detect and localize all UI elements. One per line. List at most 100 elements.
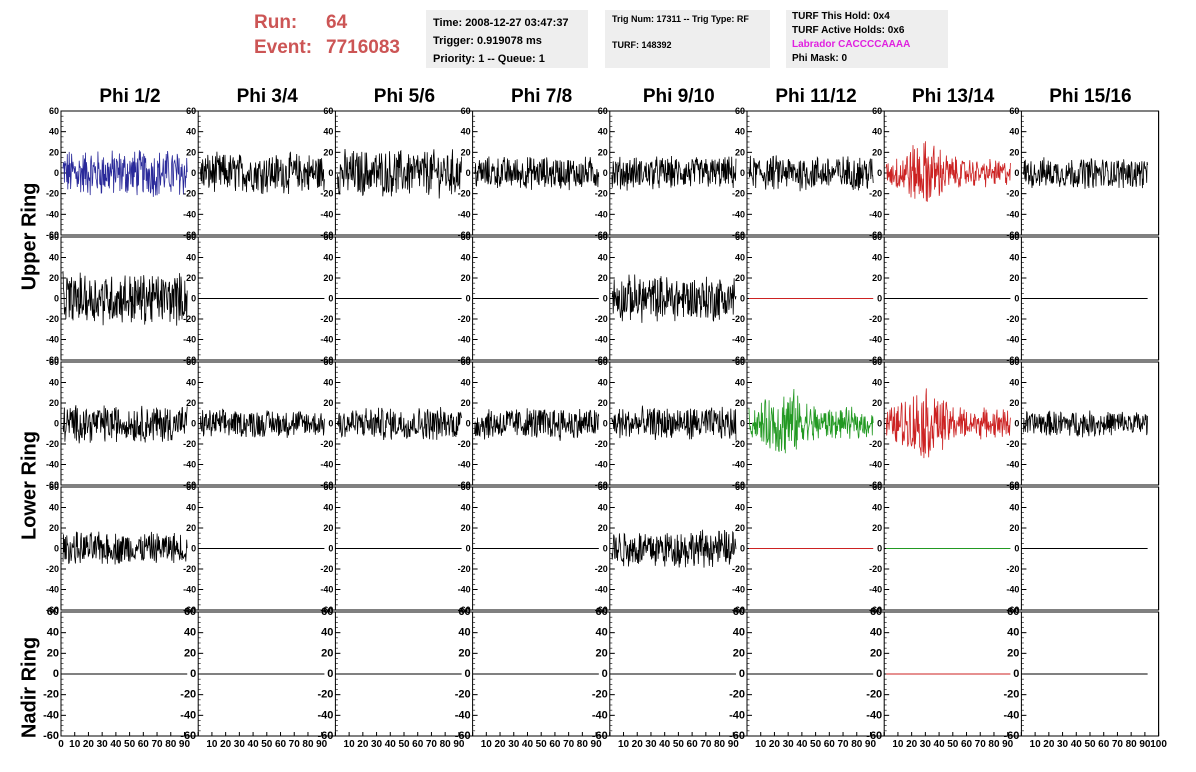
y-tick-label: -60 <box>869 355 882 365</box>
y-tick-label: 0 <box>740 168 745 178</box>
x-tick-label: 50 <box>810 739 822 750</box>
y-tick-label: -60 <box>320 230 333 240</box>
y-tick-label: -40 <box>183 209 196 219</box>
y-tick-label: 40 <box>184 627 196 639</box>
y-tick-label: 60 <box>186 482 196 492</box>
x-tick-label: 60 <box>1098 739 1110 750</box>
x-tick-label: 90 <box>728 739 740 750</box>
y-tick-label: -60 <box>320 605 333 615</box>
y-tick-label: 0 <box>466 294 471 304</box>
y-tick-label: -20 <box>183 314 196 324</box>
y-tick-label: -20 <box>183 189 196 199</box>
y-tick-label: 20 <box>872 273 882 283</box>
y-tick-label: -20 <box>869 439 882 449</box>
y-tick-label: -60 <box>869 230 882 240</box>
y-tick-label: 40 <box>872 127 882 137</box>
y-tick-label: 60 <box>872 106 882 116</box>
y-tick-label: -60 <box>46 605 59 615</box>
y-tick-label: 60 <box>458 606 470 618</box>
y-tick-label: 20 <box>461 147 471 157</box>
x-tick-label: 20 <box>906 739 918 750</box>
trig-num-text: Trig Num: 17311 -- Trig Type: RF <box>612 14 749 24</box>
column-title: Phi 7/8 <box>510 86 573 107</box>
y-tick-label: -40 <box>869 460 882 470</box>
y-tick-label: 60 <box>1007 606 1019 618</box>
turf-text: TURF: 148392 <box>612 40 672 50</box>
y-tick-label: -60 <box>458 605 471 615</box>
y-tick-label: 0 <box>54 168 59 178</box>
x-tick-label: 0 <box>58 739 64 750</box>
y-tick-label: 60 <box>461 232 471 242</box>
y-tick-label: 0 <box>1013 668 1019 680</box>
trig-info-box: Trig Num: 17311 -- Trig Type: RF TURF: 1… <box>605 10 770 68</box>
y-tick-label: 20 <box>870 647 882 659</box>
y-tick-label: 40 <box>186 253 196 263</box>
x-tick-label: 80 <box>302 739 314 750</box>
y-tick-label: -60 <box>320 480 333 490</box>
y-tick-label: 60 <box>598 357 608 367</box>
y-tick-label: 20 <box>461 523 471 533</box>
y-tick-label: -20 <box>183 439 196 449</box>
y-tick-label: 60 <box>735 357 745 367</box>
y-tick-label: 0 <box>603 294 608 304</box>
x-tick-label: 60 <box>824 739 836 750</box>
y-tick-label: -40 <box>46 460 59 470</box>
y-tick-label: -60 <box>183 605 196 615</box>
event-value: 7716083 <box>326 37 400 58</box>
x-tick-label: 50 <box>536 739 548 750</box>
y-tick-label: -20 <box>1006 314 1019 324</box>
y-tick-label: -60 <box>43 730 59 742</box>
x-tick-label: 50 <box>1084 739 1096 750</box>
y-tick-label: -20 <box>458 189 471 199</box>
x-tick-label: 80 <box>714 739 726 750</box>
y-tick-label: 60 <box>1009 106 1019 116</box>
y-tick-label: -40 <box>43 709 59 721</box>
y-tick-label: 20 <box>1009 398 1019 408</box>
turf-active-holds-text: TURF Active Holds: 0x6 <box>792 25 905 36</box>
y-tick-label: 0 <box>191 168 196 178</box>
x-tick-label: 60 <box>138 739 150 750</box>
y-tick-label: 20 <box>461 273 471 283</box>
y-tick-label: 20 <box>598 398 608 408</box>
y-tick-label: -60 <box>732 480 745 490</box>
waveform-trace <box>337 406 462 441</box>
y-tick-label: 0 <box>877 419 882 429</box>
y-tick-label: 40 <box>1009 127 1019 137</box>
y-tick-label: -20 <box>46 439 59 449</box>
y-tick-label: 60 <box>49 357 59 367</box>
waveform-trace <box>748 388 874 454</box>
x-tick-label: 10 <box>755 739 767 750</box>
y-tick-label: 0 <box>466 544 471 554</box>
y-tick-label: -60 <box>595 605 608 615</box>
x-tick-label: 70 <box>151 739 163 750</box>
y-tick-label: -60 <box>869 480 882 490</box>
y-tick-label: 40 <box>1009 253 1019 263</box>
y-tick-label: 60 <box>184 606 196 618</box>
turf-this-hold-text: TURF This Hold: 0x4 <box>792 11 890 22</box>
waveform-trace <box>748 155 874 192</box>
x-tick-label: 70 <box>837 739 849 750</box>
y-tick-label: 0 <box>54 544 59 554</box>
labrador-text: Labrador CACCCCAAAA <box>792 39 911 50</box>
column-title: Phi 1/2 <box>99 86 161 107</box>
y-tick-label: 0 <box>603 544 608 554</box>
y-tick-label: -20 <box>732 189 745 199</box>
y-tick-label: -40 <box>183 335 196 345</box>
y-tick-label: 60 <box>1009 357 1019 367</box>
y-tick-label: 20 <box>323 147 333 157</box>
x-tick-label: 10 <box>1030 739 1042 750</box>
y-tick-label: 20 <box>49 147 59 157</box>
y-tick-label: -60 <box>869 605 882 615</box>
y-tick-label: -60 <box>732 230 745 240</box>
y-tick-label: 40 <box>872 378 882 388</box>
y-tick-label: 0 <box>877 168 882 178</box>
y-tick-label: -20 <box>869 564 882 574</box>
y-tick-label: 40 <box>1007 627 1019 639</box>
y-tick-label: -40 <box>866 709 882 721</box>
y-tick-label: -60 <box>46 355 59 365</box>
y-tick-label: 60 <box>323 232 333 242</box>
y-tick-label: -40 <box>869 335 882 345</box>
y-tick-label: -20 <box>180 689 196 701</box>
x-tick-label: 10 <box>618 739 630 750</box>
y-tick-label: -40 <box>592 709 608 721</box>
